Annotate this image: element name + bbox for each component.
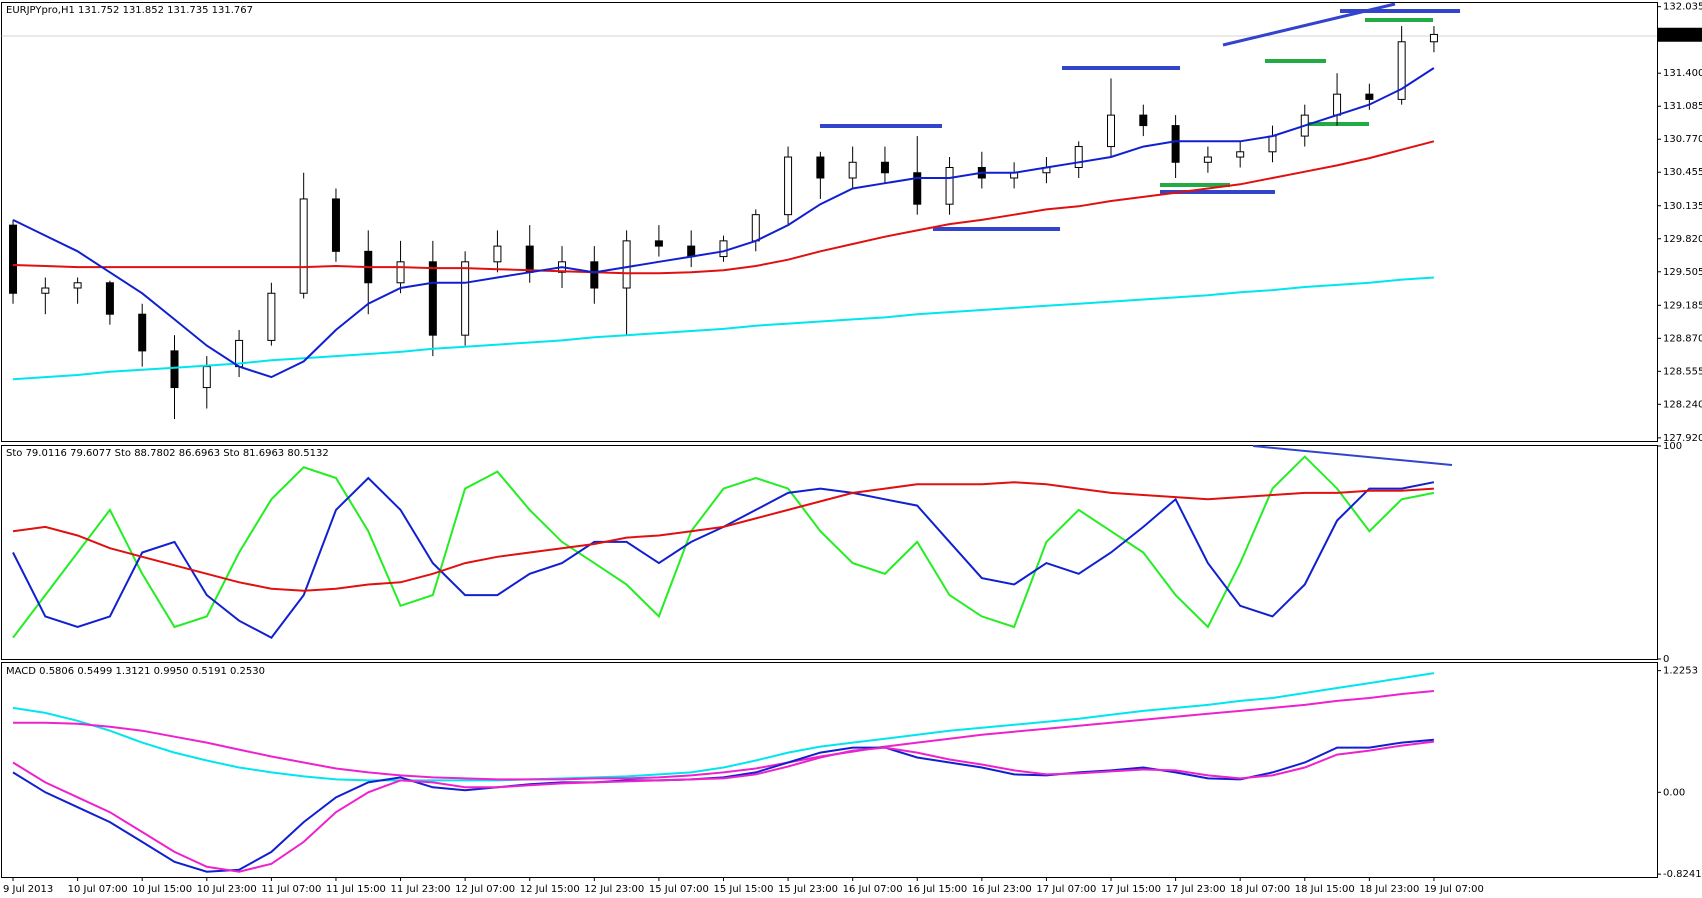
candle-body [525, 245, 534, 273]
series-line [12, 672, 1435, 782]
candle-body [299, 198, 308, 294]
y-tick-label: -0.8241 [1663, 869, 1702, 880]
x-tick-label: 16 Jul 07:00 [843, 884, 903, 895]
y-tick-label: 130.770 [1663, 134, 1702, 145]
trendline [1252, 445, 1453, 466]
series-line [13, 690, 1434, 781]
x-tick-label: 15 Jul 23:00 [778, 884, 838, 895]
x-tick-label: 17 Jul 15:00 [1101, 884, 1161, 895]
y-tick-label: 129.820 [1663, 234, 1702, 245]
series-line [12, 455, 1435, 639]
series-line [12, 740, 1435, 873]
y-tick-label: 0.00 [1663, 787, 1685, 798]
candle-body [784, 156, 793, 216]
y-tick-label: 130.455 [1663, 167, 1702, 178]
y-tick-label: 129.185 [1663, 300, 1702, 311]
candle-body [1365, 93, 1374, 100]
y-tick-label: 100 [1663, 441, 1682, 452]
candle-body [1139, 114, 1148, 127]
x-tick-label: 15 Jul 15:00 [713, 884, 773, 895]
x-tick-label: 16 Jul 23:00 [972, 884, 1032, 895]
y-tick-label: 128.555 [1663, 366, 1702, 377]
y-tick-label: 130.135 [1663, 201, 1702, 212]
x-tick-label: 11 Jul 23:00 [391, 884, 451, 895]
y-tick-label: 127.920 [1663, 433, 1702, 444]
candle-body [816, 156, 825, 179]
x-tick-label: 12 Jul 15:00 [520, 884, 580, 895]
candle-body [1171, 125, 1180, 163]
candle-body [428, 261, 437, 336]
x-tick-label: 9 Jul 2013 [3, 884, 53, 895]
x-tick-label: 10 Jul 07:00 [68, 884, 128, 895]
x-tick-label: 15 Jul 07:00 [649, 884, 709, 895]
y-tick-label: 128.870 [1663, 333, 1702, 344]
stochastic-panel [1, 445, 1658, 660]
y-tick-label: 0 [1663, 654, 1669, 665]
series-line [12, 140, 1435, 275]
chart-title: EURJPYpro,H1 131.752 131.852 131.735 131… [6, 5, 253, 16]
x-tick-label: 18 Jul 15:00 [1295, 884, 1355, 895]
candle-body [590, 261, 599, 289]
x-tick-label: 17 Jul 07:00 [1036, 884, 1096, 895]
candle-body [331, 198, 340, 252]
y-tick-label: 129.505 [1663, 267, 1702, 278]
candle-body [1236, 151, 1245, 158]
y-tick-label: 131.085 [1663, 101, 1702, 112]
candle-body [751, 214, 760, 242]
candle-body [138, 313, 147, 352]
indicator-title: Sto 79.0116 79.6077 Sto 88.7802 86.6963 … [6, 448, 329, 459]
x-tick-label: 17 Jul 23:00 [1166, 884, 1226, 895]
y-tick-label: 1.2253 [1663, 666, 1698, 677]
candle-body [913, 172, 922, 205]
y-tick-label: 131.400 [1663, 68, 1702, 79]
candle-body [202, 366, 211, 389]
y-tick-label: 128.240 [1663, 399, 1702, 410]
candle-body [945, 167, 954, 205]
candle-body [41, 287, 50, 294]
candle-body [1333, 93, 1342, 116]
x-tick-label: 10 Jul 23:00 [197, 884, 257, 895]
candle-body [719, 240, 728, 258]
candle-body [687, 245, 696, 258]
candle-body [1397, 41, 1406, 100]
candle-body [654, 240, 663, 247]
candle-body [880, 161, 889, 174]
candle-body [1074, 146, 1083, 169]
candle-body [105, 282, 114, 315]
x-tick-label: 10 Jul 15:00 [132, 884, 192, 895]
x-tick-label: 12 Jul 07:00 [455, 884, 515, 895]
series-line [12, 276, 1434, 381]
x-tick-label: 12 Jul 23:00 [584, 884, 644, 895]
candle-body [1268, 135, 1277, 153]
x-tick-label: 11 Jul 07:00 [261, 884, 321, 895]
x-tick-label: 19 Jul 07:00 [1424, 884, 1484, 895]
candle-body [461, 261, 470, 336]
candle-body [1429, 33, 1438, 43]
x-tick-label: 18 Jul 07:00 [1230, 884, 1290, 895]
candle-body [1203, 156, 1212, 163]
x-tick-label: 18 Jul 23:00 [1359, 884, 1419, 895]
candle-body [170, 350, 179, 389]
candle-body [267, 292, 276, 341]
candle-body [848, 161, 857, 179]
candle-body [9, 224, 18, 294]
candle-body [73, 282, 82, 289]
price-panel [1, 2, 1658, 442]
candle-body [493, 245, 502, 263]
macd-panel [1, 662, 1658, 878]
x-tick-label: 16 Jul 15:00 [907, 884, 967, 895]
candle-body [1107, 114, 1116, 148]
y-tick-label: 132.035 [1663, 2, 1702, 13]
x-tick-label: 11 Jul 15:00 [326, 884, 386, 895]
series-line [12, 481, 1434, 592]
price-tag [1658, 27, 1702, 42]
candle-body [622, 240, 631, 289]
indicator-title: MACD 0.5806 0.5499 1.3121 0.9950 0.5191 … [6, 666, 265, 677]
series-line [12, 67, 1435, 379]
candle-body [396, 261, 405, 284]
price-tag-label: 131.767 [1661, 30, 1702, 41]
